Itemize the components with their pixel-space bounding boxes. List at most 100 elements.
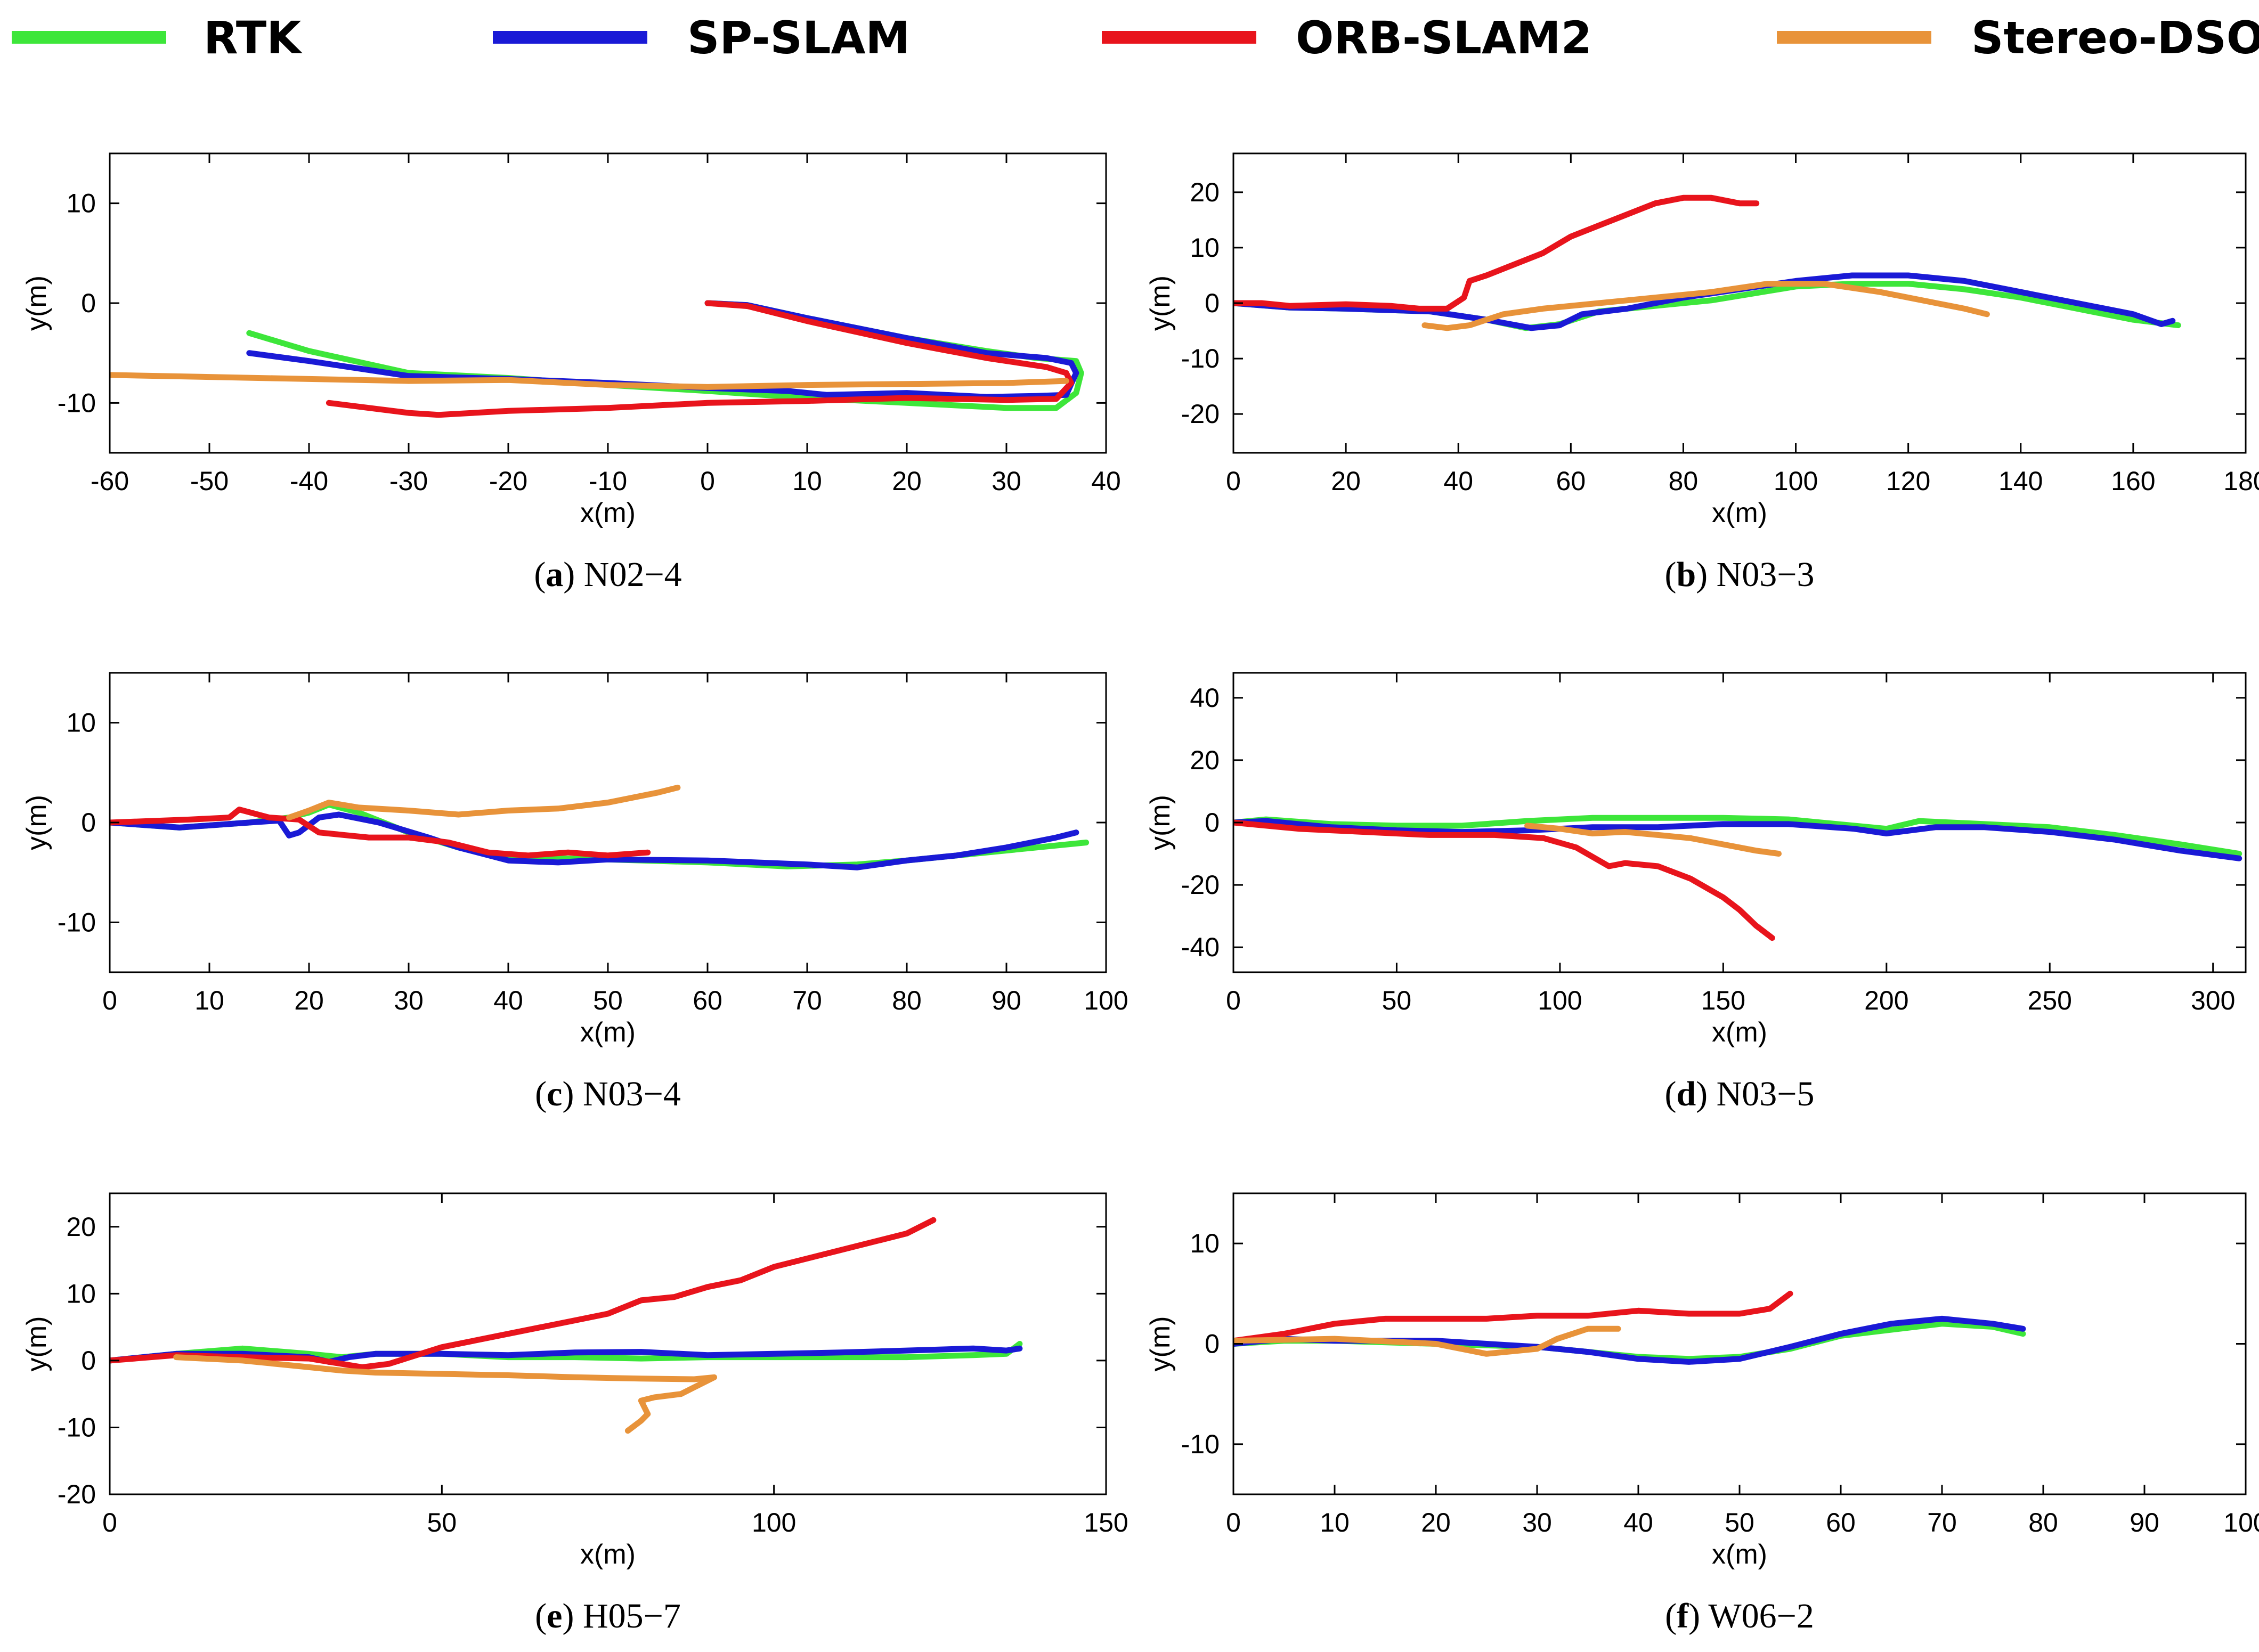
series-line-orb-slam2 xyxy=(110,807,651,859)
panel-title: N03−3 xyxy=(1717,555,1815,594)
y-axis-label: y(m) xyxy=(1145,275,1176,331)
x-tick-label: 50 xyxy=(1382,986,1412,1015)
y-tick-label: -10 xyxy=(1181,344,1220,373)
x-tick-label: 300 xyxy=(2191,986,2235,1015)
x-tick-label: -60 xyxy=(91,466,129,496)
y-tick-label: 10 xyxy=(66,189,96,218)
chart-e: 0 50 100 150 -20 -10 0 10 20 x(m) y(m) (e) H05−7 xyxy=(21,1192,1128,1635)
series-line-stereo-dso xyxy=(110,372,1069,390)
x-tick-label: 60 xyxy=(693,986,722,1015)
x-tick-label: -50 xyxy=(190,466,229,496)
panel-letter: e xyxy=(547,1597,562,1635)
x-tick-label: 70 xyxy=(1927,1508,1957,1537)
x-tick-label: 150 xyxy=(1084,1508,1128,1537)
x-tick-label: 0 xyxy=(1226,1508,1241,1537)
x-tick-label: 0 xyxy=(700,466,715,496)
x-tick-label: 10 xyxy=(1320,1508,1350,1537)
panel-letter: c xyxy=(547,1075,562,1113)
y-tick-label: 0 xyxy=(81,1346,96,1376)
panel-letter: b xyxy=(1676,555,1696,594)
y-tick-label: -10 xyxy=(1181,1429,1220,1459)
panel-caption: (d) N03−5 xyxy=(1664,1075,1814,1113)
x-tick-label: 20 xyxy=(294,986,324,1015)
y-tick-label: 10 xyxy=(66,1279,96,1308)
legend-item-stereo-dso: Stereo-DSO xyxy=(1777,12,2259,64)
x-axis-label: x(m) xyxy=(580,1539,636,1570)
x-tick-label: 90 xyxy=(2130,1508,2159,1537)
x-tick-label: 20 xyxy=(892,466,922,496)
plot-area xyxy=(110,1217,1023,1434)
x-tick-label: 100 xyxy=(2223,1508,2259,1537)
panel-title: N02−4 xyxy=(584,555,682,594)
y-tick-label: -40 xyxy=(1181,932,1220,962)
series-line-rtk xyxy=(246,300,1084,411)
chart-c: 0 10 20 30 40 50 60 70 80 90 100 -10 0 10 x(m) y(m) (c) … xyxy=(21,672,1128,1113)
series-line-rtk xyxy=(110,1341,1023,1364)
y-tick-label: 10 xyxy=(66,708,96,738)
legend-label: SP-SLAM xyxy=(687,12,910,64)
x-tick-label: 80 xyxy=(892,986,922,1015)
series-line-orb-slam2 xyxy=(1233,819,1775,941)
x-tick-label: 0 xyxy=(1226,986,1241,1015)
legend-label: Stereo-DSO xyxy=(1971,12,2259,64)
series-line-orb-slam2 xyxy=(110,1217,937,1370)
legend-item-orb-slam2: ORB-SLAM2 xyxy=(1102,12,1592,64)
x-tick-label: 40 xyxy=(1443,466,1473,496)
y-tick-label: 10 xyxy=(1190,233,1220,263)
y-axis-label: y(m) xyxy=(21,795,52,850)
legend: RTK SP-SLAM ORB-SLAM2 Stereo-DSO xyxy=(12,12,2259,64)
panel-letter: f xyxy=(1677,1597,1689,1635)
chart-b: 0 20 40 60 80 100 120 140 160 180 -20 -10 0 10 20 x(m) y… xyxy=(1145,152,2259,594)
x-tick-label: 180 xyxy=(2223,466,2259,496)
legend-label: RTK xyxy=(204,12,303,64)
y-axis-label: y(m) xyxy=(21,1316,52,1372)
chart-d: 0 50 100 150 200 250 300 -40 -20 0 20 40 x(m) y(m) (d)… xyxy=(1145,672,2247,1113)
y-axis-label: y(m) xyxy=(1145,795,1176,850)
plot-area xyxy=(1233,194,2181,331)
x-tick-label: 80 xyxy=(1669,466,1699,496)
x-tick-label: 20 xyxy=(1421,1508,1451,1537)
x-axis-label: x(m) xyxy=(1712,498,1767,528)
chart-a: -60 -50 -40 -30 -20 -10 0 10 20 30 40 -10 0 10 x(m) y(m… xyxy=(21,152,1121,594)
x-tick-label: 50 xyxy=(427,1508,457,1537)
x-tick-label: 40 xyxy=(1091,466,1121,496)
y-tick-label: 20 xyxy=(1190,745,1220,775)
x-tick-label: 120 xyxy=(1886,466,1930,496)
x-tick-label: 50 xyxy=(1725,1508,1754,1537)
legend-item-sp-slam: SP-SLAM xyxy=(493,12,910,64)
x-axis-label: x(m) xyxy=(580,498,636,528)
x-tick-label: 100 xyxy=(752,1508,796,1537)
panel-caption: (e) H05−7 xyxy=(535,1597,681,1635)
y-tick-label: 20 xyxy=(66,1212,96,1242)
series-line-rtk xyxy=(1233,815,2242,857)
x-tick-label: -30 xyxy=(389,466,428,496)
chart-f: 0 10 20 30 40 50 60 70 80 90 100 -10 0 10 x(m) y(m) (f) … xyxy=(1145,1192,2259,1635)
x-tick-label: 50 xyxy=(593,986,623,1015)
x-tick-label: 20 xyxy=(1331,466,1361,496)
plot-area xyxy=(1233,1290,2026,1365)
x-tick-label: 60 xyxy=(1556,466,1586,496)
x-tick-label: 40 xyxy=(1623,1508,1653,1537)
x-axis-label: x(m) xyxy=(580,1017,636,1048)
plot-area xyxy=(110,784,1090,870)
y-tick-label: -20 xyxy=(1181,870,1220,900)
x-tick-label: 90 xyxy=(992,986,1021,1015)
x-axis-label: x(m) xyxy=(1712,1017,1767,1048)
panel-caption: (a) N02−4 xyxy=(534,555,681,594)
y-tick-label: 0 xyxy=(81,808,96,837)
series-line-stereo-dso xyxy=(286,784,681,821)
charts: -60 -50 -40 -30 -20 -10 0 10 20 30 40 -10 0 10 x(m) y(m… xyxy=(21,152,2259,1635)
x-tick-label: 140 xyxy=(1998,466,2043,496)
series-line-orb-slam2 xyxy=(1233,1290,1793,1344)
y-tick-label: -10 xyxy=(58,907,96,937)
x-tick-label: 60 xyxy=(1826,1508,1856,1537)
y-tick-label: -20 xyxy=(58,1479,96,1509)
series-line-sp-slam xyxy=(1233,818,2242,861)
x-tick-label: 30 xyxy=(992,466,1021,496)
x-tick-label: 160 xyxy=(2111,466,2155,496)
panel-letter: d xyxy=(1676,1075,1696,1113)
series-line-stereo-dso xyxy=(1524,823,1782,857)
y-tick-label: 0 xyxy=(1205,1329,1220,1359)
series-line-sp-slam xyxy=(110,811,1079,870)
legend-item-rtk: RTK xyxy=(12,12,303,64)
